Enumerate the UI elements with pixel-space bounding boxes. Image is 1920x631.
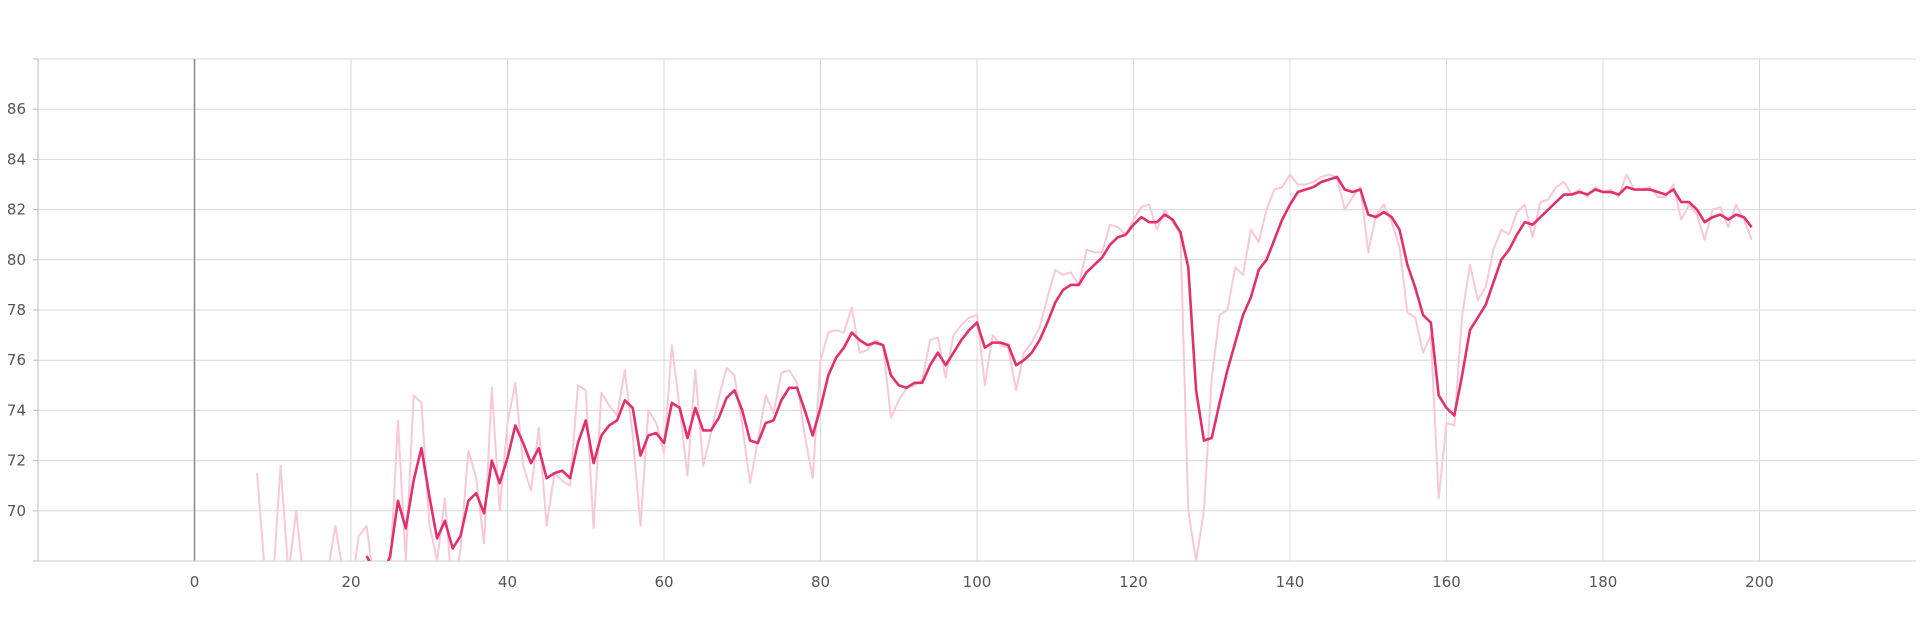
y-tick-label: 74 bbox=[7, 401, 26, 419]
tick-labels: 70 72 74 76 78 80 82 84 86 0 20 40 60 80 100 120 140 160 1… bbox=[7, 100, 1774, 591]
y-tick-label: 76 bbox=[7, 351, 26, 369]
x-tick-label: 200 bbox=[1745, 573, 1774, 591]
y-tick-label: 80 bbox=[7, 251, 26, 269]
grid bbox=[38, 58, 1916, 561]
raw-series-line bbox=[256, 173, 1753, 561]
x-tick-label: 40 bbox=[498, 573, 517, 591]
y-tick-label: 84 bbox=[7, 150, 26, 168]
x-tick-label: 0 bbox=[190, 573, 200, 591]
y-tick-label: 70 bbox=[7, 502, 26, 520]
smoothed-series-line bbox=[365, 175, 1753, 561]
y-tick-label: 72 bbox=[7, 452, 26, 470]
x-tick-label: 60 bbox=[654, 573, 673, 591]
y-tick-label: 86 bbox=[7, 100, 26, 118]
x-tick-label: 180 bbox=[1589, 573, 1618, 591]
x-tick-label: 100 bbox=[963, 573, 992, 591]
x-tick-label: 120 bbox=[1119, 573, 1148, 591]
axes bbox=[33, 58, 1916, 562]
x-tick-label: 80 bbox=[811, 573, 830, 591]
y-tick-label: 78 bbox=[7, 301, 26, 319]
y-tick-label: 82 bbox=[7, 201, 26, 219]
x-tick-label: 20 bbox=[341, 573, 360, 591]
x-tick-label: 160 bbox=[1432, 573, 1461, 591]
series-group bbox=[256, 173, 1753, 561]
x-tick-label: 140 bbox=[1276, 573, 1305, 591]
